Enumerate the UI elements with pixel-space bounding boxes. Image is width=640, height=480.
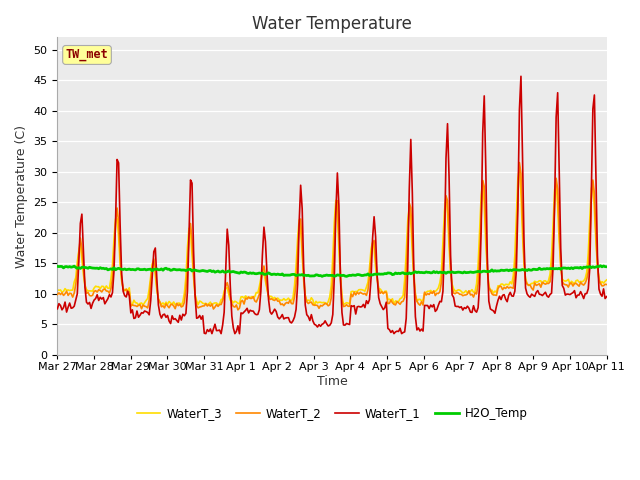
WaterT_2 [246, 296, 254, 301]
WaterT_3 [54, 287, 61, 293]
WaterT_1 [295, 221, 303, 227]
WaterT_1 [202, 331, 210, 336]
WaterT_3 [603, 277, 611, 283]
H2O_Temp [573, 265, 581, 271]
Line: WaterT_1: WaterT_1 [58, 76, 607, 334]
WaterT_2 [603, 282, 611, 288]
Line: H2O_Temp: H2O_Temp [58, 266, 607, 276]
H2O_Temp [596, 263, 604, 269]
WaterT_2 [575, 283, 583, 289]
H2O_Temp [318, 274, 326, 279]
H2O_Temp [603, 264, 611, 270]
Line: WaterT_2: WaterT_2 [58, 163, 607, 310]
WaterT_2 [121, 288, 129, 293]
Legend: WaterT_3, WaterT_2, WaterT_1, H2O_Temp: WaterT_3, WaterT_2, WaterT_1, H2O_Temp [132, 402, 532, 425]
WaterT_1 [237, 310, 245, 316]
WaterT_3 [516, 164, 524, 170]
WaterT_1 [517, 73, 525, 79]
H2O_Temp [217, 269, 225, 275]
H2O_Temp [236, 270, 243, 276]
WaterT_2 [295, 222, 303, 228]
H2O_Temp [121, 266, 129, 272]
WaterT_3 [237, 294, 245, 300]
H2O_Temp [54, 264, 61, 269]
WaterT_3 [127, 303, 134, 309]
WaterT_2 [234, 307, 242, 313]
WaterT_3 [219, 296, 227, 301]
X-axis label: Time: Time [317, 375, 348, 388]
WaterT_2 [217, 301, 225, 307]
H2O_Temp [244, 271, 252, 276]
Text: TW_met: TW_met [66, 48, 108, 61]
WaterT_3 [295, 217, 303, 223]
H2O_Temp [294, 272, 301, 278]
WaterT_2 [237, 299, 245, 304]
WaterT_2 [54, 292, 61, 298]
WaterT_3 [575, 279, 583, 285]
WaterT_1 [575, 292, 583, 298]
WaterT_1 [603, 294, 611, 300]
Title: Water Temperature: Water Temperature [252, 15, 412, 33]
Y-axis label: Water Temperature (C): Water Temperature (C) [15, 125, 28, 268]
WaterT_1 [54, 306, 61, 312]
Line: WaterT_3: WaterT_3 [58, 167, 607, 306]
WaterT_2 [516, 160, 524, 166]
WaterT_1 [219, 322, 227, 328]
WaterT_1 [121, 293, 129, 299]
WaterT_3 [246, 295, 254, 300]
WaterT_3 [121, 288, 129, 294]
WaterT_1 [246, 307, 254, 313]
